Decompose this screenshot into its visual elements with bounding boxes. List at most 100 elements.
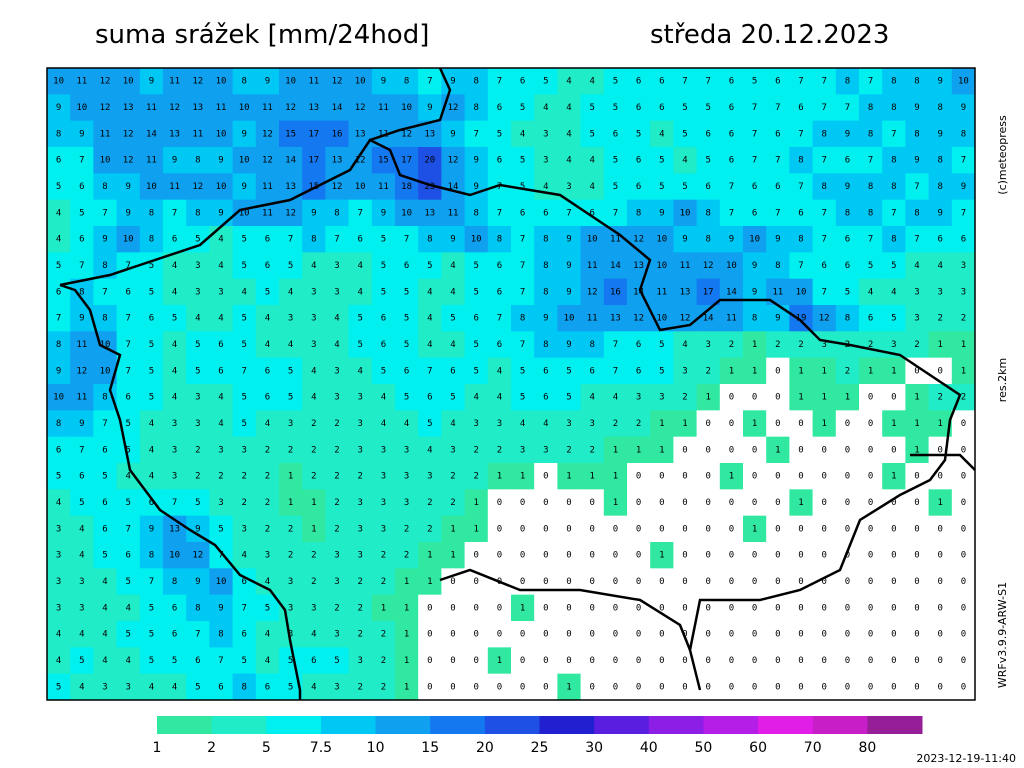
precip-cell: [418, 357, 442, 385]
precip-cell: [464, 305, 489, 332]
cell-value: 6: [473, 314, 478, 324]
cell-value: 0: [636, 682, 641, 692]
precip-cell: [70, 515, 94, 543]
cell-value: 7: [914, 235, 919, 245]
cell-value: 6: [427, 393, 432, 403]
cell-value: 1: [752, 419, 757, 429]
precip-cell: [696, 410, 721, 438]
cell-value: 11: [587, 261, 598, 271]
cell-value: 0: [589, 577, 594, 587]
cell-value: 1: [729, 472, 734, 482]
cell-value: 5: [288, 682, 293, 692]
precip-cell: [418, 647, 442, 675]
precip-cell: [511, 357, 535, 385]
precip-cell: [348, 305, 373, 332]
precip-cell: [534, 410, 558, 438]
cell-value: 7: [798, 261, 803, 271]
cell-value: 4: [149, 419, 154, 429]
precip-cell: [395, 199, 419, 227]
precip-cell: [232, 357, 257, 385]
cell-value: 9: [729, 235, 734, 245]
cell-value: 5: [868, 261, 873, 271]
cell-value: 5: [589, 103, 594, 113]
cell-value: 12: [192, 551, 203, 561]
cell-value: 8: [937, 182, 942, 192]
cell-value: 5: [357, 340, 362, 350]
precip-cell: [209, 673, 234, 701]
precip-cell: [186, 94, 210, 122]
cell-value: 8: [241, 77, 246, 87]
precip-cell: [302, 463, 326, 490]
cell-value: 0: [961, 472, 966, 482]
precip-cell: [812, 594, 837, 622]
precip-cell: [371, 147, 396, 174]
cell-value: 5: [195, 366, 200, 376]
cell-value: 4: [218, 235, 223, 245]
cell-value: 10: [656, 314, 667, 324]
cell-value: 12: [192, 77, 203, 87]
cell-value: 0: [914, 551, 919, 561]
precip-cell: [882, 673, 906, 701]
precip-cell: [348, 489, 373, 517]
precip-cell: [534, 489, 558, 517]
cell-value: 0: [961, 682, 966, 692]
precip-cell: [279, 226, 303, 253]
cell-value: 7: [914, 182, 919, 192]
cell-value: 1: [636, 445, 641, 455]
cell-value: 3: [357, 393, 362, 403]
precip-cell: [47, 331, 71, 359]
cell-value: 0: [427, 682, 432, 692]
cell-value: 0: [798, 419, 803, 429]
colorbar-box: [594, 716, 650, 734]
cell-value: 0: [821, 445, 826, 455]
precip-cell: [859, 68, 883, 95]
precip-cell: [163, 94, 187, 122]
precip-cell: [603, 436, 628, 464]
precip-cell: [232, 647, 257, 675]
precip-cell: [905, 147, 930, 174]
precip-cell: [650, 594, 674, 622]
precip-cell: [557, 647, 582, 675]
cell-value: 0: [729, 524, 734, 534]
precip-cell: [627, 305, 651, 332]
cell-value: 3: [334, 682, 339, 692]
precip-cell: [70, 68, 94, 95]
precip-cell: [371, 568, 396, 596]
cell-value: 7: [79, 261, 84, 271]
cell-value: 7: [427, 77, 432, 87]
cell-value: 6: [218, 366, 223, 376]
precip-cell: [719, 68, 744, 95]
precip-cell: [580, 357, 605, 385]
cell-value: 0: [566, 524, 571, 534]
precip-cell: [928, 621, 953, 648]
cell-value: 7: [798, 182, 803, 192]
cell-value: 0: [961, 551, 966, 561]
cell-value: 2: [357, 603, 362, 613]
precip-cell: [928, 489, 953, 517]
cell-value: 9: [961, 103, 966, 113]
cell-value: 3: [543, 129, 548, 139]
precip-cell: [279, 673, 303, 701]
precip-cell: [603, 305, 628, 332]
cell-value: 13: [355, 129, 366, 139]
cell-value: 4: [172, 366, 177, 376]
precip-cell: [163, 489, 187, 517]
cell-value: 6: [775, 129, 780, 139]
cell-value: 2: [613, 419, 618, 429]
cell-value: 1: [729, 366, 734, 376]
cell-value: 0: [636, 472, 641, 482]
precip-cell: [557, 673, 582, 701]
cell-value: 8: [311, 235, 316, 245]
cell-value: 0: [659, 577, 664, 587]
cell-value: 4: [520, 419, 525, 429]
cell-value: 1: [868, 366, 873, 376]
cell-value: 1: [845, 393, 850, 403]
precip-cell: [371, 542, 396, 569]
precip-cell: [487, 68, 512, 95]
cell-value: 11: [146, 156, 157, 166]
precip-cell: [627, 436, 651, 464]
precip-cell: [696, 489, 721, 517]
cell-value: 0: [705, 472, 710, 482]
cell-value: 6: [79, 472, 84, 482]
cell-value: 3: [914, 287, 919, 297]
